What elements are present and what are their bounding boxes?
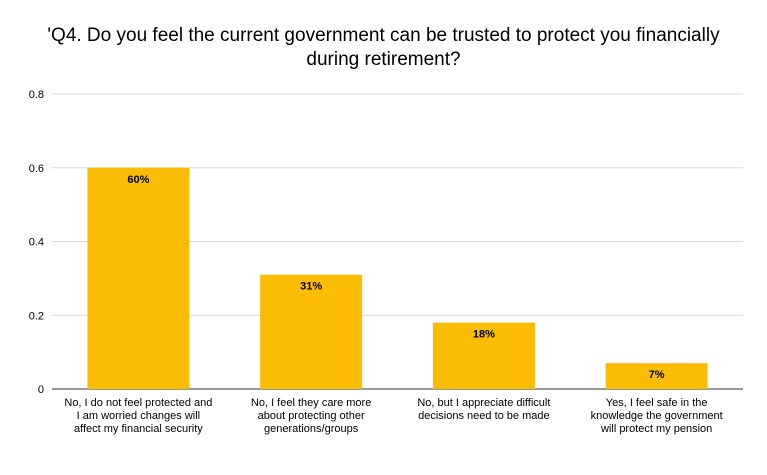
data-label: 31% [300,281,322,293]
chart-title: 'Q4. Do you feel the current government … [0,24,767,72]
data-label: 60% [127,174,149,186]
x-tick-label: No, but I appreciate difficult decisions… [417,397,551,422]
y-tick-label: 0.6 [29,163,44,175]
chart-title-line2: during retirement? [306,49,461,70]
x-tick-label: No, I feel they care more about protecti… [250,397,372,435]
y-tick-label: 0.2 [29,310,44,322]
y-tick-label: 0.4 [29,237,44,249]
chart-title-line1: 'Q4. Do you feel the current government … [47,25,720,46]
y-tick-label: 0 [38,384,44,396]
bar [432,322,535,389]
y-tick-label: 0.8 [29,89,44,101]
data-label: 7% [649,369,665,381]
bar [260,274,363,389]
data-label: 18% [473,329,495,341]
x-tick-label: No, I do not feel protected and I am wor… [64,397,213,435]
bar [605,363,708,389]
bar [87,167,190,389]
x-tick-label: Yes, I feel safe in the knowledge the go… [590,397,723,435]
